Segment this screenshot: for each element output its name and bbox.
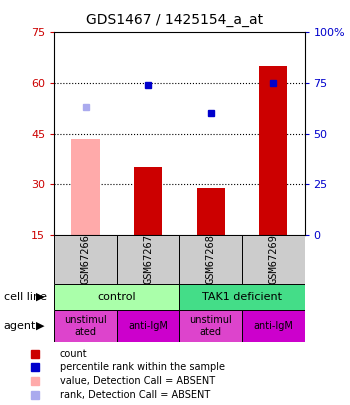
Text: GDS1467 / 1425154_a_at: GDS1467 / 1425154_a_at [86, 13, 264, 27]
Bar [54, 284, 179, 310]
Bar [179, 284, 304, 310]
Text: GSM67266: GSM67266 [80, 234, 91, 284]
Bar [54, 310, 117, 342]
Bar [197, 188, 225, 235]
Text: TAK1 deficient: TAK1 deficient [202, 292, 282, 302]
Text: agent: agent [4, 321, 36, 331]
Bar [117, 310, 179, 342]
Bar [179, 310, 242, 342]
Bar [259, 66, 287, 235]
Text: value, Detection Call = ABSENT: value, Detection Call = ABSENT [60, 376, 215, 386]
Bar [179, 235, 242, 284]
Bar [134, 167, 162, 235]
Bar [242, 310, 304, 342]
Bar [242, 235, 304, 284]
Bar [71, 139, 100, 235]
Text: rank, Detection Call = ABSENT: rank, Detection Call = ABSENT [60, 390, 210, 400]
Bar [54, 235, 117, 284]
Text: anti-IgM: anti-IgM [128, 321, 168, 331]
Text: control: control [98, 292, 136, 302]
Text: cell line: cell line [4, 292, 47, 302]
Text: percentile rank within the sample: percentile rank within the sample [60, 362, 224, 372]
Text: anti-IgM: anti-IgM [253, 321, 293, 331]
Text: unstimul
ated: unstimul ated [64, 315, 107, 337]
Text: GSM67268: GSM67268 [206, 234, 216, 284]
Bar [117, 235, 179, 284]
Text: count: count [60, 349, 87, 358]
Text: unstimul
ated: unstimul ated [189, 315, 232, 337]
Text: ▶: ▶ [36, 292, 44, 302]
Text: ▶: ▶ [36, 321, 44, 331]
Text: GSM67267: GSM67267 [143, 234, 153, 284]
Text: GSM67269: GSM67269 [268, 234, 278, 284]
